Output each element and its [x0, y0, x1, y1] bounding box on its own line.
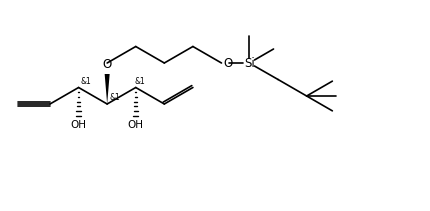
Text: OH: OH [71, 119, 86, 130]
Text: &1: &1 [135, 77, 145, 85]
Text: OH: OH [127, 119, 143, 130]
Polygon shape [104, 74, 109, 104]
Text: O: O [223, 57, 232, 69]
Text: &1: &1 [109, 93, 120, 102]
Text: &1: &1 [80, 77, 91, 85]
Text: O: O [102, 58, 111, 71]
Text: Si: Si [243, 57, 254, 69]
